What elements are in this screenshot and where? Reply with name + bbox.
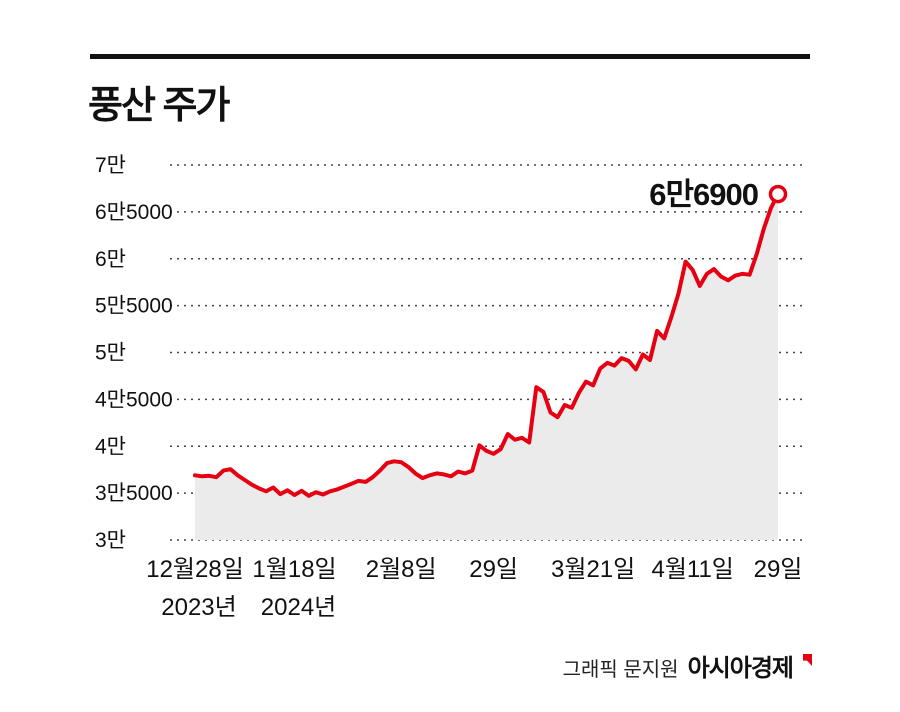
x-tick-label: 2월8일 xyxy=(366,556,437,583)
y-tick-label: 7만 xyxy=(95,154,126,177)
last-point-circle xyxy=(768,184,788,204)
x-tick-label: 3월21일 xyxy=(551,556,635,583)
x-tick-label: 1월18일 xyxy=(252,556,336,583)
x-axis-labels: 12월28일 2023년 1월18일 2024년 2월8일 29일 3월21일 4월11일 29… xyxy=(146,556,802,621)
y-tick-label: 6만5000 xyxy=(95,201,173,224)
y-tick-label: 3만 xyxy=(95,529,126,552)
y-tick-label: 6만 xyxy=(95,248,126,271)
y-tick-label: 5만5000 xyxy=(95,295,173,318)
x-tick-year-label: 2023년 xyxy=(161,594,236,621)
stock-line-chart: 7만 6만5000 6만 5만5000 5만 4만5000 4만 3만5000 3만 12월28… xyxy=(95,154,805,621)
x-tick-label: 29일 xyxy=(469,556,518,583)
brand-logo: 아시아경제 xyxy=(687,655,794,682)
top-rule xyxy=(90,54,810,59)
page-title: 풍산 주가 xyxy=(88,85,230,127)
y-tick-label: 5만 xyxy=(95,342,126,365)
credit-text: 그래픽 문지원 xyxy=(562,659,679,681)
credit-line: 그래픽 문지원 아시아경제 xyxy=(563,648,812,683)
last-point-marker xyxy=(768,184,788,204)
y-tick-label: 3만5000 xyxy=(95,482,173,505)
x-tick-label: 29일 xyxy=(754,556,803,583)
area-under-line xyxy=(195,194,778,540)
x-tick-label: 4월11일 xyxy=(651,556,733,583)
brand-red-mark-icon xyxy=(803,654,812,666)
y-axis-labels: 7만 6만5000 6만 5만5000 5만 4만5000 4만 3만5000 3만 xyxy=(95,154,173,552)
y-tick-label: 4만 xyxy=(95,435,126,458)
last-value-annotation: 6만6900 xyxy=(649,177,758,212)
x-tick-year-label: 2024년 xyxy=(261,594,336,621)
area-fill xyxy=(195,194,778,540)
price-line xyxy=(193,192,780,498)
price-line-path xyxy=(193,192,780,498)
x-tick-label: 12월28일 xyxy=(146,556,244,583)
y-tick-label: 4만5000 xyxy=(95,388,173,411)
